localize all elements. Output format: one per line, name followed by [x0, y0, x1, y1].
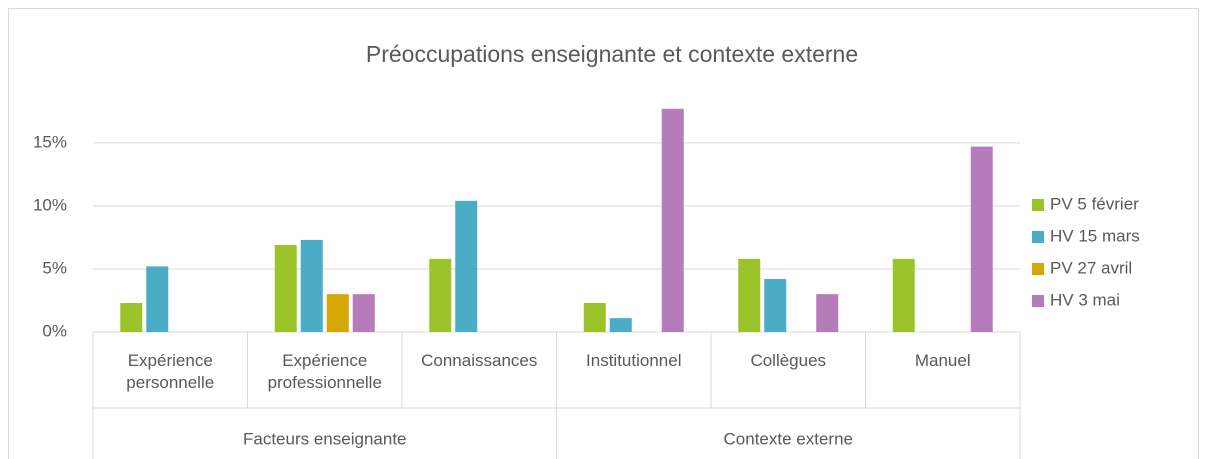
chart-title: Préoccupations enseignante et contexte e… — [366, 41, 858, 67]
legend-label: HV 15 mars — [1050, 226, 1140, 245]
bar — [146, 266, 169, 332]
x-tick-label: Expérience personnelle — [126, 351, 215, 392]
bar — [661, 108, 684, 333]
bar — [326, 294, 349, 332]
bar — [738, 258, 761, 332]
legend-swatch — [1032, 231, 1044, 243]
chart-border — [8, 8, 1199, 459]
bar — [892, 258, 915, 332]
bar — [300, 239, 323, 332]
legend-label: HV 3 mai — [1050, 290, 1120, 309]
bar — [352, 294, 375, 332]
bar — [455, 200, 478, 332]
x-tick-label: Manuel — [914, 351, 971, 370]
legend-swatch — [1032, 199, 1044, 211]
bar — [609, 318, 632, 332]
x-tick-label: Collègues — [750, 351, 827, 370]
y-tick-label: 5% — [42, 258, 67, 277]
bar — [970, 146, 993, 332]
group-label: Facteurs enseignante — [243, 429, 407, 448]
y-tick-label: 10% — [33, 195, 67, 214]
bar — [274, 244, 297, 332]
y-tick-label: 0% — [42, 321, 67, 340]
group-label: Contexte externe — [724, 429, 853, 448]
legend-swatch — [1032, 263, 1044, 275]
bar — [429, 258, 452, 332]
bar — [764, 279, 787, 332]
x-tick-label: Connaissances — [421, 351, 538, 370]
legend-swatch — [1032, 295, 1044, 307]
x-tick-label: Expérience professionnelle — [267, 351, 382, 392]
bar — [120, 302, 143, 332]
legend-label: PV 27 avril — [1050, 258, 1132, 277]
legend-label: PV 5 février — [1050, 194, 1139, 213]
bar — [583, 302, 606, 332]
bar — [816, 294, 839, 332]
x-tick-label: Institutionnel — [586, 351, 682, 370]
y-tick-label: 15% — [33, 132, 67, 151]
